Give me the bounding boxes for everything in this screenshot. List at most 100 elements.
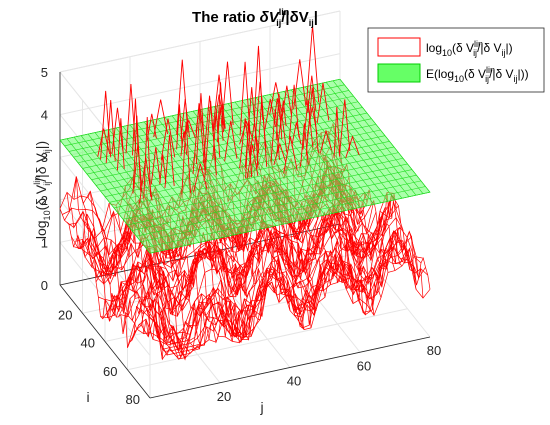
plane-gridline [91, 118, 372, 181]
plane-gridline [136, 174, 417, 237]
axis-ticks: 0 1 2 3 4 5 20 40 60 80 20 40 60 80 [41, 65, 441, 407]
surface-spike [319, 129, 333, 153]
surface-col-line [101, 213, 193, 360]
surface-spike [333, 106, 341, 158]
surface-spike [221, 61, 234, 128]
surface-spike [132, 115, 142, 194]
x-axis-label: j [259, 399, 263, 415]
surface-spike [345, 135, 360, 159]
z-tick-label: 5 [41, 65, 48, 80]
surface-spike [264, 98, 277, 130]
z-tick-label: 1 [41, 235, 48, 250]
z-tick-label: 4 [41, 108, 48, 123]
surface-spike [239, 120, 254, 145]
surface-spike [283, 136, 298, 174]
z-tick-label: 0 [41, 278, 48, 293]
surface-spike [100, 90, 112, 160]
surface-spike [180, 131, 188, 157]
x-tick-label: 40 [287, 374, 301, 389]
surface-col-line [143, 168, 235, 344]
y-tick-label: 80 [126, 392, 140, 407]
svg-text:E(log10(δ Vlinij/|δ Vij|)): E(log10(δ Vlin ij/|δ Vij|)) [426, 65, 529, 84]
y-axis-label: i [86, 389, 89, 405]
surface-spike [239, 61, 251, 136]
surface-spike [217, 82, 224, 134]
legend: log10(δ Vlin ij/|δ Vij|) E(log10(δ Vlin ij… [367, 27, 545, 93]
plane-gridline [109, 141, 390, 203]
surface-col-line [157, 193, 249, 342]
surface-spike [192, 103, 206, 175]
z-tick-label: 3 [41, 150, 48, 165]
surface-spike [239, 118, 252, 169]
surface-spike [269, 82, 283, 115]
plane-gridline [113, 146, 395, 209]
plane-gridline [149, 191, 431, 254]
surface-spike [116, 118, 125, 171]
surface-spike [111, 107, 124, 155]
plane-gridline [145, 186, 426, 248]
surface-spike [160, 118, 176, 161]
surface-spike [273, 98, 282, 123]
surface-spike [150, 147, 161, 185]
surface-col-line [66, 192, 158, 330]
axis-line [149, 336, 431, 399]
floor-gridline [127, 308, 408, 371]
plane-gridline [122, 157, 404, 220]
box-edge [59, 10, 341, 73]
surface-col-line [94, 207, 186, 360]
surface-col-line [108, 203, 200, 359]
surface-spike [180, 98, 190, 139]
surface-spike [125, 83, 137, 154]
surface-spike [306, 107, 318, 137]
surface-col-line [276, 162, 368, 305]
surface-spike [146, 113, 157, 141]
surface-spike [270, 109, 280, 162]
plane-gridline [64, 84, 345, 147]
surface-spike [288, 84, 300, 140]
plane-gridline [127, 163, 408, 226]
plane-gridline [118, 152, 399, 214]
surface-col-line [73, 176, 165, 337]
surface-spike [305, 25, 320, 106]
x-tick-label: 60 [357, 358, 371, 373]
surface-spike [302, 100, 314, 150]
surface-spike [204, 100, 217, 178]
surface-spike [224, 120, 238, 162]
surface-spike [291, 122, 302, 147]
surface-col-line [290, 158, 382, 316]
surface-spike [253, 81, 267, 151]
surface-spike [193, 163, 208, 193]
surface-col-line [87, 191, 179, 360]
surface-spike [273, 142, 287, 166]
z-tick-label: 2 [41, 193, 48, 208]
surface-spike [339, 99, 351, 154]
surface-spike [181, 121, 192, 195]
surface-spike [143, 117, 152, 199]
surface-col-line [80, 195, 172, 344]
surface-spike [316, 82, 330, 124]
svg-text:log10(δ Vlinij/|δ Vij|): log10(δ Vlin ij/|δ Vij|) [426, 39, 513, 58]
surface-spike [195, 104, 204, 133]
surface-spike [307, 75, 317, 113]
y-tick-label: 20 [58, 307, 72, 322]
surface-col-line [339, 147, 431, 290]
surface-spike [164, 134, 175, 189]
chart-title: The ratio δVlin ij/|δVij| [192, 7, 318, 28]
plane-gridline [140, 180, 422, 243]
surface-spike [133, 144, 143, 188]
surface-spike [246, 144, 259, 179]
x-tick-label: 20 [217, 389, 231, 404]
surface-spike [159, 154, 167, 185]
plane-gridline [131, 169, 413, 231]
surface-col-line [164, 205, 256, 344]
surface-col-line [227, 183, 319, 329]
legend-entry-ratio: log10(δ Vlin ij/|δ Vij|) [377, 37, 513, 58]
legend-entry-expected: E(log10(δ Vlin ij/|δ Vij|)) [377, 63, 529, 84]
surface-spike [244, 87, 259, 168]
surface-spike [300, 123, 309, 167]
axis-line [59, 284, 151, 399]
surface-spike [153, 99, 169, 138]
red-surface-spikes [97, 25, 360, 204]
surface-spike [195, 93, 206, 165]
